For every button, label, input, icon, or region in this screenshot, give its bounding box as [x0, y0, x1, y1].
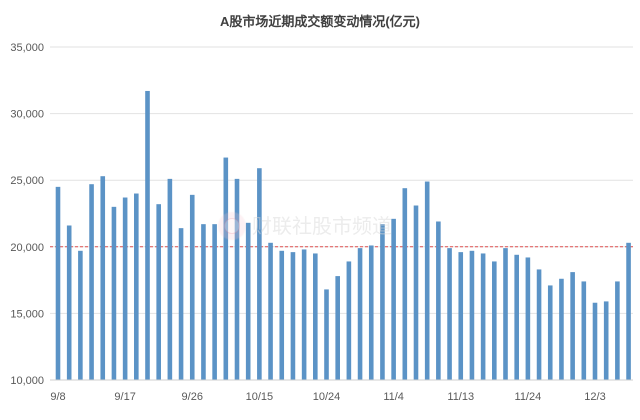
svg-text:9/8: 9/8 — [50, 391, 65, 403]
svg-text:20,000: 20,000 — [10, 242, 44, 254]
svg-text:财联社股市频道: 财联社股市频道 — [252, 215, 392, 238]
svg-text:11/4: 11/4 — [383, 391, 404, 403]
svg-text:35,000: 35,000 — [10, 42, 44, 54]
svg-text:15,000: 15,000 — [10, 308, 44, 320]
svg-text:12/3: 12/3 — [584, 391, 605, 403]
svg-text:11/24: 11/24 — [515, 391, 542, 403]
svg-text:11/13: 11/13 — [447, 391, 474, 403]
svg-text:10,000: 10,000 — [10, 375, 44, 387]
svg-text:9/26: 9/26 — [182, 391, 203, 403]
svg-text:10/15: 10/15 — [246, 391, 274, 403]
svg-text:10/24: 10/24 — [313, 391, 341, 403]
svg-text:30,000: 30,000 — [10, 109, 44, 121]
svg-text:9/17: 9/17 — [114, 391, 135, 403]
svg-text:25,000: 25,000 — [10, 175, 44, 187]
